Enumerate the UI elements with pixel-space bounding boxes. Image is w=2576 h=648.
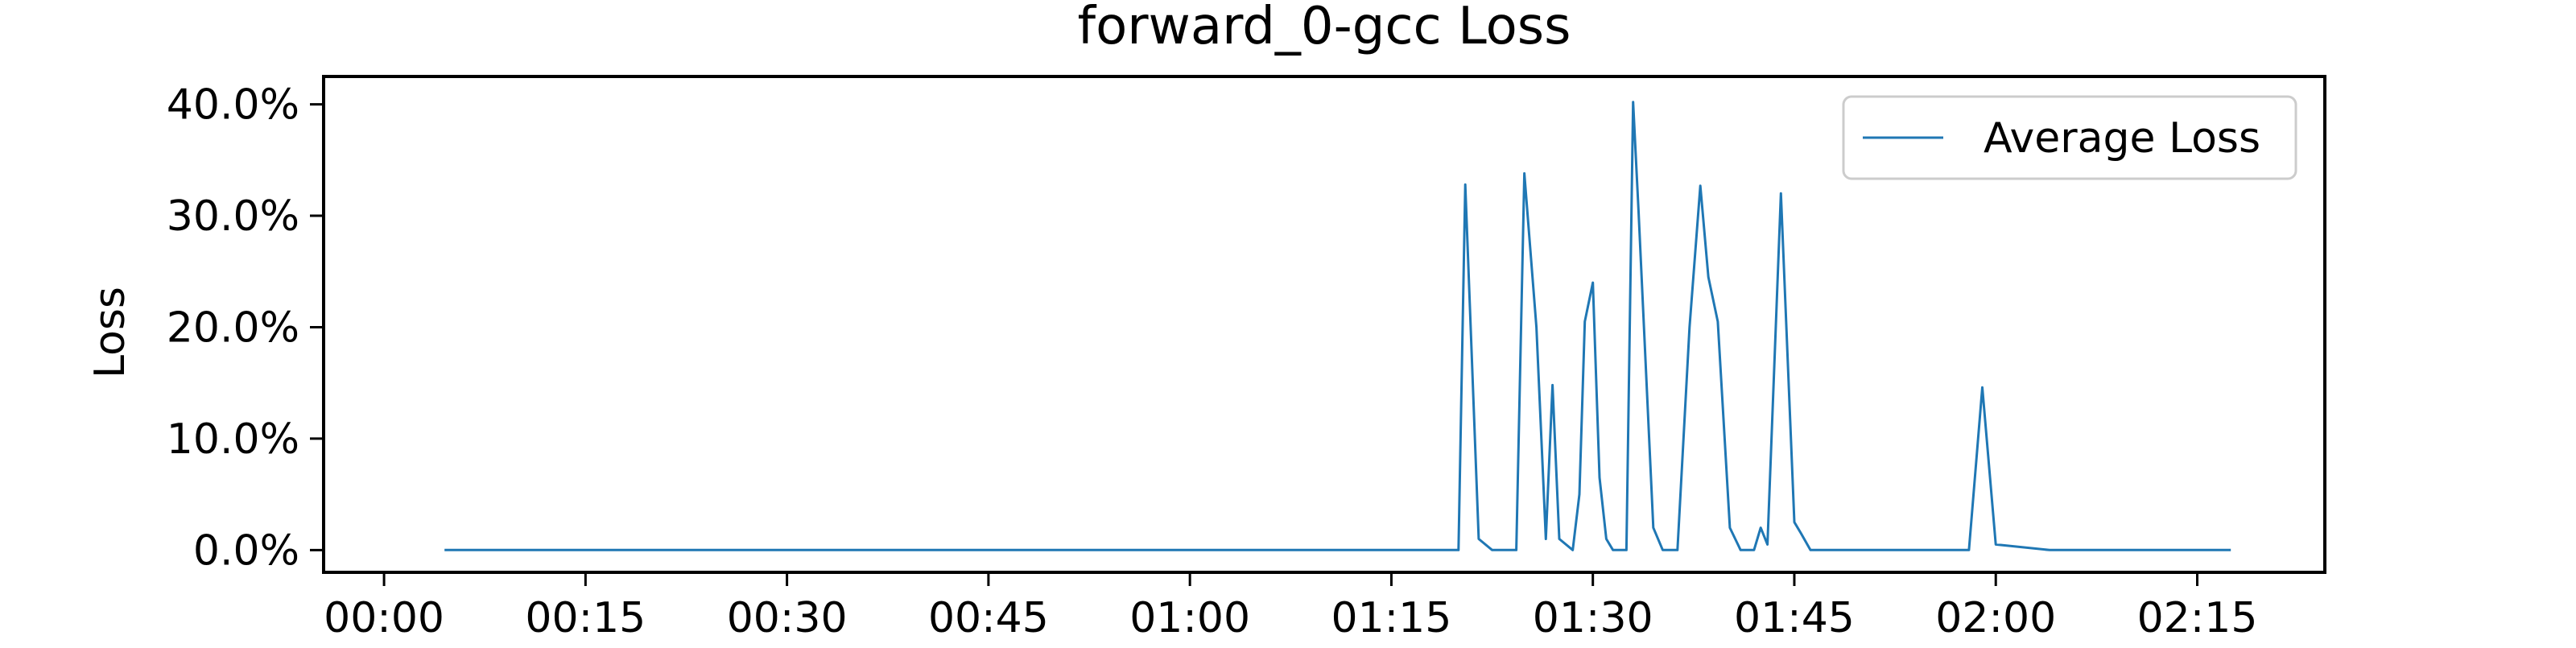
y-tick-label: 0.0% <box>193 526 299 575</box>
legend: Average Loss <box>1842 95 2297 180</box>
x-tick-label: 01:30 <box>1533 594 1653 642</box>
x-tick-label: 02:00 <box>1935 594 2056 642</box>
plot-area-frame <box>322 75 2326 574</box>
x-tick-label: 01:45 <box>1734 594 1855 642</box>
series-layer <box>444 101 2231 551</box>
x-tick-label: 00:30 <box>727 594 848 642</box>
y-tick-label: 10.0% <box>167 415 299 464</box>
x-tick-label: 01:00 <box>1129 594 1250 642</box>
series-line-average-loss <box>444 101 2231 551</box>
x-tick-label: 00:00 <box>324 594 444 642</box>
y-tick-label: 40.0% <box>167 81 299 130</box>
y-tick-label: 30.0% <box>167 192 299 241</box>
x-tick-label: 01:15 <box>1331 594 1451 642</box>
y-axis-label: Loss <box>86 287 134 378</box>
x-tick-label: 00:15 <box>525 594 646 642</box>
legend-box <box>1842 95 2297 180</box>
x-axis: 00:00 00:15 00:30 00:45 01:00 01:15 01:30 01:45… <box>324 572 2257 642</box>
x-tick-label: 00:45 <box>928 594 1049 642</box>
chart-title: forward_0-gcc Loss <box>1078 0 1571 56</box>
x-tick-label: 02:15 <box>2137 594 2258 642</box>
y-tick-label: 20.0% <box>167 303 299 352</box>
legend-label: Average Loss <box>1984 114 2260 163</box>
y-axis: 0.0% 10.0% 20.0% 30.0% 40.0% <box>167 81 324 575</box>
